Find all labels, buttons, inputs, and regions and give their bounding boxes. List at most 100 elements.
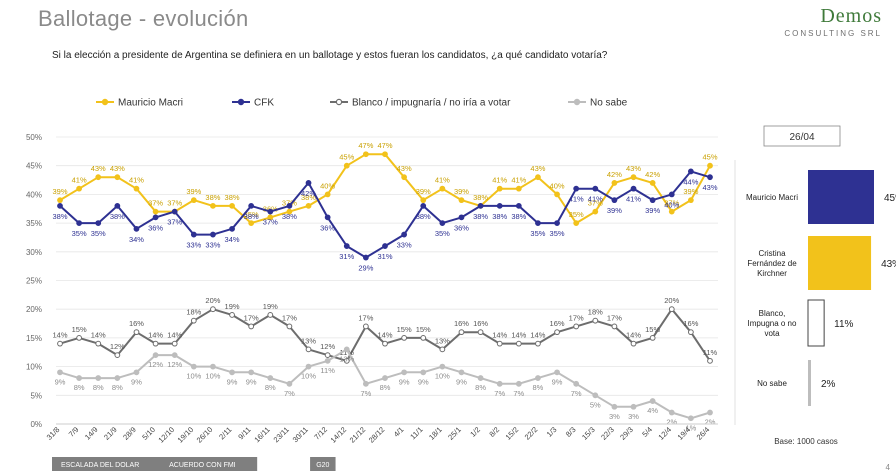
data-label: 9%: [227, 377, 238, 386]
data-point: [592, 208, 599, 215]
data-point: [171, 208, 178, 215]
data-label: 42%: [607, 170, 622, 179]
x-tick-label: 26/10: [195, 425, 215, 445]
data-point: [95, 375, 102, 381]
data-label: 18%: [186, 308, 201, 317]
data-label: 20%: [205, 296, 220, 305]
y-tick-label: 25%: [26, 277, 42, 286]
data-label: 7%: [284, 389, 295, 398]
data-label: 47%: [358, 141, 373, 150]
data-point: [668, 208, 675, 215]
data-point: [554, 329, 560, 336]
data-point: [515, 185, 522, 192]
data-point: [439, 346, 446, 353]
data-point: [133, 369, 140, 376]
summary-bar-rect: [807, 299, 825, 347]
data-point: [95, 340, 102, 347]
data-label: 38%: [301, 193, 316, 202]
data-label: 38%: [473, 193, 488, 202]
data-point: [343, 243, 350, 249]
data-point: [286, 208, 293, 215]
data-point: [133, 185, 140, 192]
data-label: 43%: [530, 164, 545, 173]
data-point: [515, 340, 522, 347]
data-label: 35%: [244, 210, 259, 219]
category-line: Blanco,: [759, 309, 786, 318]
data-label: 36%: [320, 223, 335, 232]
x-tick-label: 7/9: [67, 425, 81, 439]
summary-bar-category: Cristina Fernández de Kirchner: [747, 249, 797, 278]
data-point: [57, 340, 63, 347]
data-label: 41%: [511, 176, 526, 185]
data-point: [649, 398, 656, 404]
series-line: [59, 170, 711, 259]
data-point: [286, 380, 293, 387]
data-label: 38%: [205, 193, 220, 202]
data-point: [95, 174, 102, 181]
data-point: [439, 220, 446, 227]
event-label: ACUERDO CON FMI: [169, 462, 236, 469]
data-label: 41%: [626, 195, 641, 204]
data-point: [573, 380, 580, 387]
data-point: [76, 375, 83, 381]
data-label: 33%: [205, 241, 220, 250]
data-label: 41%: [72, 176, 87, 185]
data-label: 42%: [645, 170, 660, 179]
survey-question: Si la elección a presidente de Argentina…: [52, 50, 608, 61]
summary-bar-value: 11%: [834, 319, 853, 330]
data-label: 18%: [588, 308, 603, 317]
data-label: 17%: [569, 313, 584, 322]
data-point: [229, 202, 235, 209]
data-label: 14%: [492, 331, 507, 340]
data-label: 35%: [550, 229, 565, 238]
data-label: 33%: [186, 241, 201, 250]
data-label: 35%: [435, 229, 450, 238]
y-tick-label: 10%: [26, 363, 42, 372]
data-point: [248, 220, 255, 227]
data-point: [439, 363, 446, 370]
data-label: 37%: [148, 199, 163, 208]
data-label: 37%: [664, 199, 679, 208]
event-box: [147, 457, 258, 471]
data-label: 39%: [683, 187, 698, 196]
data-point: [305, 346, 312, 353]
data-point: [267, 214, 274, 221]
data-label: 14%: [626, 331, 641, 340]
data-point: [477, 202, 484, 209]
event-label: ESCALADA DEL DOLAR: [61, 462, 139, 469]
data-label: 16%: [550, 319, 565, 328]
data-point: [401, 231, 408, 238]
data-label: 38%: [244, 212, 259, 221]
data-label: 14%: [52, 331, 67, 340]
x-tick-label: 21/12: [348, 425, 368, 445]
x-tick-label: 9/11: [236, 425, 252, 441]
data-point: [611, 323, 618, 330]
data-label: 40%: [550, 181, 565, 190]
data-label: 2%: [705, 418, 716, 427]
data-label: 37%: [263, 218, 278, 227]
data-point: [420, 197, 427, 204]
data-point: [496, 380, 503, 387]
data-point: [114, 352, 121, 359]
data-label: 14%: [167, 331, 182, 340]
data-label: 10%: [186, 372, 201, 381]
data-label: 47%: [377, 141, 392, 150]
data-point: [248, 202, 255, 209]
data-label: 16%: [473, 319, 488, 328]
data-point: [573, 185, 580, 192]
y-tick-label: 30%: [26, 248, 42, 257]
data-label: 38%: [416, 212, 431, 221]
data-label: 9%: [552, 377, 563, 386]
data-label: 36%: [263, 204, 278, 213]
data-point: [535, 174, 541, 181]
data-label: 29%: [358, 264, 373, 273]
data-label: 38%: [473, 212, 488, 221]
data-label: 31%: [377, 252, 392, 261]
data-point: [362, 254, 369, 261]
summary-bar-0: Mauricio Macri 45%: [746, 170, 896, 224]
data-label: 13%: [339, 354, 354, 363]
data-label: 16%: [454, 319, 469, 328]
data-label: 12%: [320, 342, 335, 351]
data-label: 3%: [609, 412, 620, 421]
category-line: Impugna o no: [748, 319, 797, 328]
